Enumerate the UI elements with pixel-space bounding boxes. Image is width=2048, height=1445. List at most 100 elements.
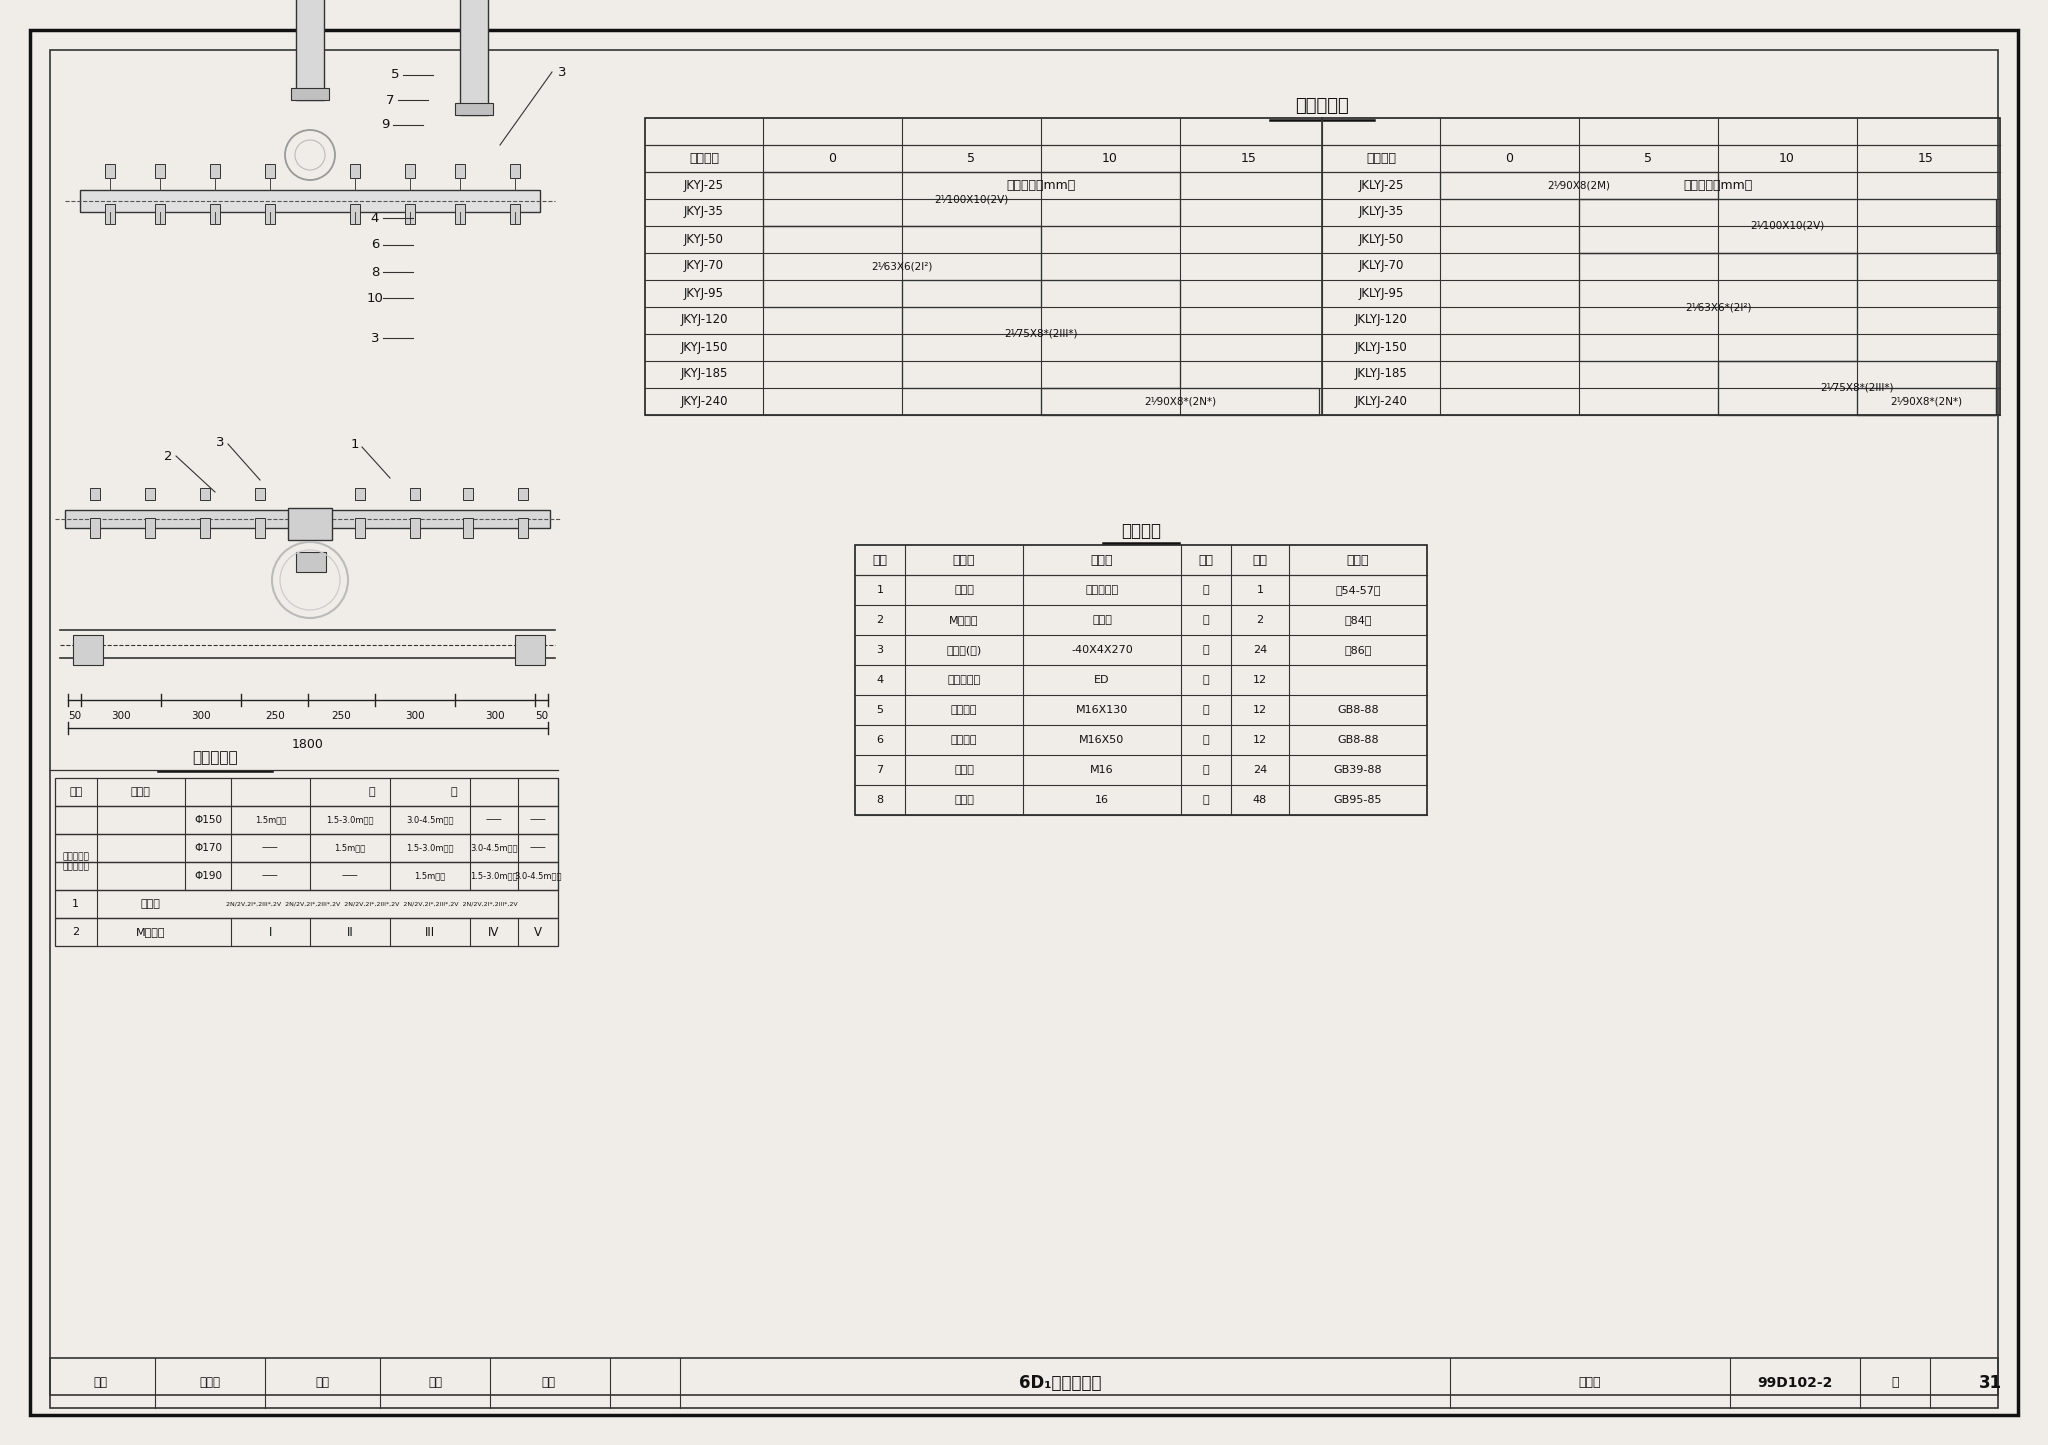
Text: 10: 10 (367, 292, 383, 305)
Text: JKLYJ-50: JKLYJ-50 (1358, 233, 1403, 246)
Text: 3.0-4.5m以内: 3.0-4.5m以内 (471, 844, 518, 853)
Text: 12: 12 (1253, 675, 1268, 685)
Text: 横　担: 横 担 (141, 899, 160, 909)
Text: JKLYJ-95: JKLYJ-95 (1358, 286, 1403, 299)
Text: 31: 31 (1978, 1374, 2001, 1392)
Text: 见左表: 见左表 (1092, 616, 1112, 626)
Bar (1718, 361, 1997, 415)
Text: 付: 付 (1202, 585, 1208, 595)
Text: 300: 300 (193, 711, 211, 721)
Text: ——: —— (262, 844, 279, 853)
Text: JKYJ-185: JKYJ-185 (680, 367, 727, 380)
Bar (406, 204, 416, 224)
Text: 2⅟100X10(2V): 2⅟100X10(2V) (934, 194, 1008, 204)
Bar (156, 163, 166, 178)
Text: 7: 7 (385, 94, 395, 107)
Text: 个: 个 (1202, 705, 1208, 715)
Text: 48: 48 (1253, 795, 1268, 805)
Text: M16: M16 (1090, 764, 1114, 775)
Bar (291, 88, 330, 100)
Text: 1800: 1800 (293, 737, 324, 750)
Text: 选　型　表: 选 型 表 (193, 750, 238, 766)
Text: 审核: 审核 (92, 1377, 106, 1390)
Bar (455, 103, 494, 116)
Text: ——: —— (485, 815, 502, 825)
Bar (410, 517, 420, 538)
Text: ——: —— (530, 844, 547, 853)
Text: 2⅟63X6*(2I²): 2⅟63X6*(2I²) (1686, 302, 1751, 312)
Text: 8: 8 (877, 795, 883, 805)
Text: GB8-88: GB8-88 (1337, 736, 1378, 746)
Text: 2⅟90X8(2M): 2⅟90X8(2M) (1548, 181, 1610, 191)
Bar (1040, 389, 1319, 415)
Bar (406, 163, 416, 178)
Text: 15: 15 (1241, 152, 1257, 165)
Text: 2: 2 (877, 616, 883, 626)
Text: 250: 250 (264, 711, 285, 721)
Bar (156, 204, 166, 224)
Text: Φ190: Φ190 (195, 871, 221, 881)
Bar (49, 1358, 1999, 1407)
Text: 3: 3 (215, 435, 223, 448)
Bar (256, 517, 264, 538)
Text: 见上、左表: 见上、左表 (1085, 585, 1118, 595)
Text: M形抱铁: M形抱铁 (135, 928, 166, 936)
Bar (201, 488, 211, 500)
Text: 250: 250 (332, 711, 350, 721)
Text: 校对: 校对 (315, 1377, 330, 1390)
Text: 2: 2 (164, 449, 172, 462)
Text: M16X130: M16X130 (1075, 705, 1128, 715)
Text: ——: —— (262, 871, 279, 880)
Text: 序号: 序号 (70, 788, 82, 798)
Bar (854, 545, 1427, 815)
Text: 石峰: 石峰 (541, 1377, 555, 1390)
Text: 5: 5 (967, 152, 975, 165)
Text: 个: 个 (1202, 764, 1208, 775)
Text: JKLYJ-25: JKLYJ-25 (1358, 179, 1403, 192)
Bar (1858, 389, 1997, 415)
Text: JKYJ-95: JKYJ-95 (684, 286, 725, 299)
Text: II: II (346, 925, 352, 938)
Text: 图集号: 图集号 (1579, 1377, 1602, 1390)
Text: 个: 个 (1202, 675, 1208, 685)
Text: I: I (268, 925, 272, 938)
Bar (145, 488, 156, 500)
Text: 2⅟100X10(2V): 2⅟100X10(2V) (1751, 221, 1825, 231)
Text: 名　称: 名 称 (131, 788, 152, 798)
Text: 2: 2 (1255, 616, 1264, 626)
Bar (297, 0, 324, 100)
Bar (55, 890, 557, 918)
Bar (764, 225, 1040, 306)
Bar (256, 488, 264, 500)
Text: 2⅟75X8*(2III*): 2⅟75X8*(2III*) (1821, 383, 1894, 393)
Text: 个: 个 (1202, 736, 1208, 746)
Bar (55, 834, 557, 863)
Bar (55, 918, 557, 946)
Text: JKYJ-150: JKYJ-150 (680, 341, 727, 354)
Text: 4: 4 (371, 211, 379, 224)
Text: 方螺母: 方螺母 (954, 764, 975, 775)
Text: 6D₁横担组装图: 6D₁横担组装图 (1018, 1374, 1102, 1392)
Text: JKLYJ-70: JKLYJ-70 (1358, 260, 1403, 273)
Text: 1: 1 (877, 585, 883, 595)
Bar (518, 517, 528, 538)
Bar (350, 204, 360, 224)
Text: 格: 格 (451, 788, 457, 798)
Text: 1.5m以内: 1.5m以内 (334, 844, 365, 853)
Bar (645, 118, 2001, 415)
Bar (455, 163, 465, 178)
Text: 6: 6 (877, 736, 883, 746)
Text: Φ150: Φ150 (195, 815, 221, 825)
Text: 1.5-3.0m以内: 1.5-3.0m以内 (326, 815, 373, 825)
Bar (66, 510, 551, 527)
Text: 1: 1 (72, 899, 80, 909)
Text: 5: 5 (391, 68, 399, 81)
Text: JKLYJ-35: JKLYJ-35 (1358, 205, 1403, 218)
Text: 2N/2V,2I*,2III*,2V  2N/2V,2I*,2III*,2V  2N/2V,2I*,2III*,2V  2N/2V,2I*,2III*,2V  : 2N/2V,2I*,2III*,2V 2N/2V,2I*,2III*,2V 2N… (225, 902, 518, 906)
Text: ED: ED (1094, 675, 1110, 685)
Bar (510, 204, 520, 224)
Text: 1.5-3.0m以内: 1.5-3.0m以内 (471, 871, 518, 880)
Text: 3: 3 (371, 331, 379, 344)
Text: 50: 50 (535, 711, 549, 721)
Text: 1: 1 (1257, 585, 1264, 595)
